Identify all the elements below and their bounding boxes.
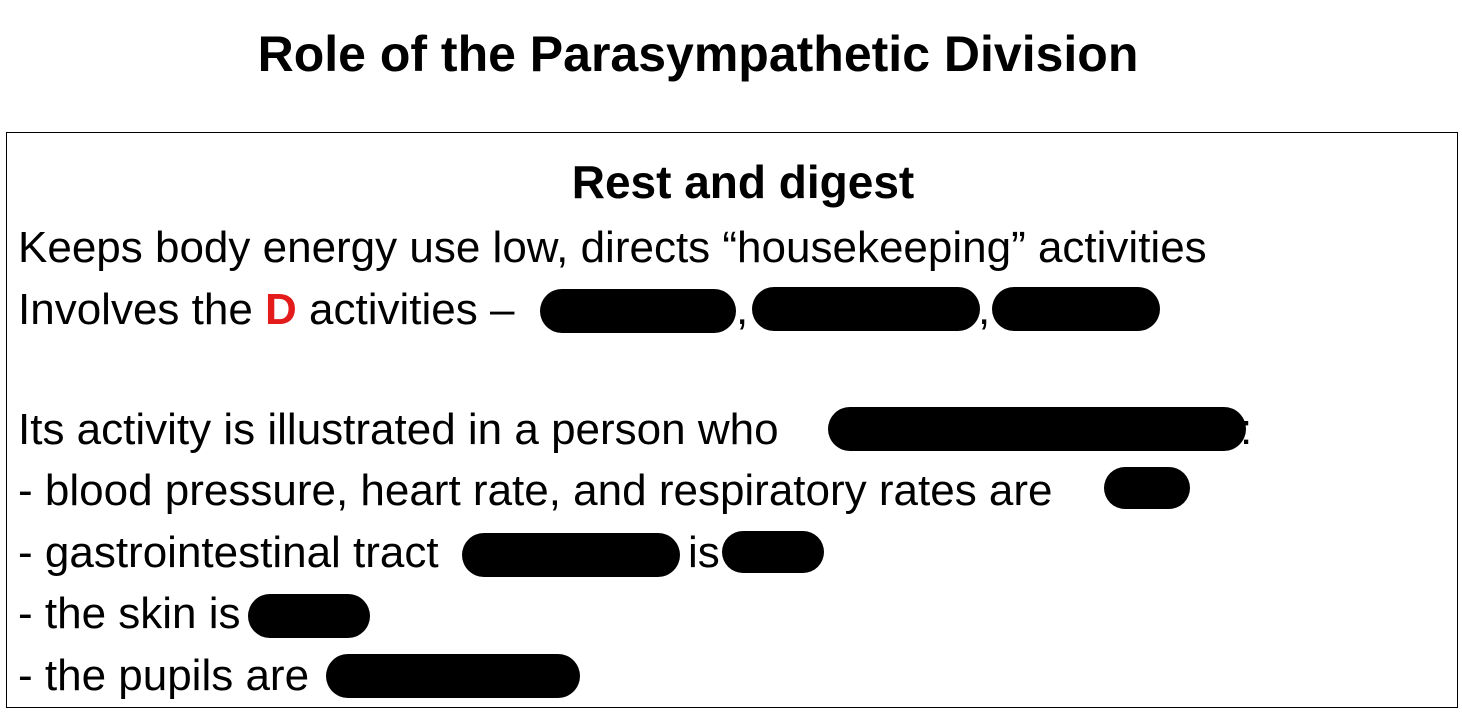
redaction-person-description	[828, 407, 1246, 451]
line-d-prefix: Involves the	[18, 285, 266, 334]
bullet-gi-tract-is: is	[688, 528, 720, 577]
line-d-suffix: activities –	[296, 285, 515, 334]
content-box	[6, 132, 1458, 708]
line-illustration-text: Its activity is illustrated in a person …	[18, 405, 779, 454]
bullet-pupils-text: - the pupils are	[18, 651, 310, 700]
redaction-rates	[1104, 467, 1190, 509]
line-energy-text: Keeps body energy use low, directs “hous…	[18, 223, 1207, 272]
redaction-d-activity-1	[540, 289, 736, 333]
redaction-pupils	[326, 654, 580, 698]
comma-2: ,	[978, 285, 991, 334]
redaction-gi-tract-2	[722, 531, 824, 573]
bullet-gi-tract-text: - gastrointestinal tract	[18, 528, 439, 577]
slide-title: Role of the Parasympathetic Division	[257, 26, 1139, 82]
bullet-blood-pressure-text: - blood pressure, heart rate, and respir…	[18, 466, 1053, 515]
redaction-gi-tract-1	[462, 533, 680, 577]
bullet-skin-text: - the skin is	[18, 589, 241, 638]
accent-letter-d: D	[265, 285, 297, 334]
line-d-activities-text: Involves the D activities –	[18, 284, 514, 336]
redaction-skin	[248, 594, 370, 638]
redaction-d-activity-3	[992, 287, 1160, 331]
redaction-d-activity-2	[752, 287, 980, 331]
comma-1: ,	[736, 285, 749, 334]
box-subtitle: Rest and digest	[571, 156, 915, 208]
